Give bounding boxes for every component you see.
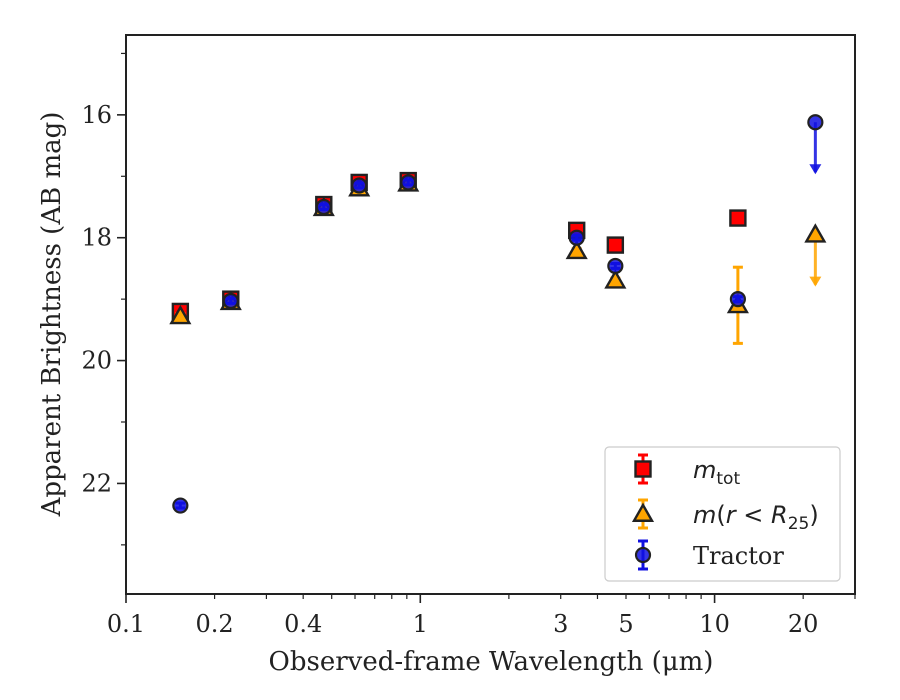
square-marker: [606, 236, 625, 254]
circle-marker: [351, 177, 368, 194]
circle-marker: [315, 198, 332, 216]
data-point: [729, 209, 747, 227]
x-tick-label: 0.2: [196, 610, 234, 638]
legend: mtot m(r < R25) Tractor: [604, 446, 841, 582]
y-axis-label: Apparent Brightness (AB mag): [37, 112, 67, 518]
legend-entry: m(r < R25): [631, 498, 819, 534]
circle-marker: [607, 257, 624, 275]
x-axis-label: Observed-frame Wavelength (μm): [269, 647, 714, 677]
data-point: [315, 198, 332, 216]
legend-label: m(r < R25): [693, 501, 819, 534]
x-tick-label: 3: [553, 610, 568, 638]
y-tick-label: 16: [81, 101, 112, 129]
x-axis-ticks: 0.1 0.2 0.4 1 3 5 10 20: [107, 594, 856, 638]
data-point: [606, 236, 625, 254]
plot-frame: [125, 34, 856, 595]
upper-limit-arrow-head: [809, 164, 822, 175]
series-1: [169, 172, 827, 345]
data-layer: [169, 114, 827, 514]
legend-label: Tractor: [693, 542, 784, 570]
data-point: [400, 174, 417, 191]
series-2: [172, 114, 824, 514]
upper-limit-arrow-head: [809, 276, 822, 287]
triangle-marker: [604, 269, 627, 289]
data-point: [804, 223, 827, 287]
circle-marker: [634, 546, 652, 564]
x-tick-label: 0.4: [284, 610, 322, 638]
legend-entry: mtot: [634, 453, 740, 489]
data-point: [351, 177, 368, 194]
circle-marker: [729, 291, 746, 308]
legend-box: [604, 446, 841, 582]
y-tick-label: 22: [81, 469, 112, 497]
data-point: [604, 269, 627, 289]
y-axis-ticks: 16 18 20 22: [81, 52, 126, 546]
triangle-marker: [804, 223, 827, 243]
data-point: [729, 291, 746, 308]
triangle-marker: [631, 502, 655, 522]
data-point: [169, 304, 192, 325]
data-point: [568, 229, 585, 246]
x-tick-label: 10: [699, 610, 730, 638]
circle-marker: [222, 292, 239, 310]
series-0: [171, 171, 747, 321]
x-tick-label: 1: [413, 610, 428, 638]
square-marker: [634, 460, 652, 478]
data-point: [222, 292, 239, 310]
data-point: [172, 497, 189, 514]
legend-entry: Tractor: [634, 539, 784, 571]
x-tick-label: 5: [618, 610, 633, 638]
y-tick-label: 20: [81, 347, 112, 375]
circle-marker: [568, 229, 585, 246]
x-tick-label: 20: [788, 610, 819, 638]
circle-marker: [807, 114, 824, 131]
triangle-marker: [565, 239, 588, 260]
circle-marker: [400, 174, 417, 191]
data-point: [565, 239, 588, 260]
triangle-marker: [169, 304, 192, 325]
data-point: [807, 114, 824, 175]
y-tick-label: 18: [81, 224, 112, 252]
circle-marker: [172, 497, 189, 514]
x-tick-label: 0.1: [107, 610, 145, 638]
plot-border: [125, 34, 856, 595]
square-marker: [729, 209, 747, 227]
legend-label: mtot: [693, 456, 740, 489]
data-point: [607, 257, 624, 275]
